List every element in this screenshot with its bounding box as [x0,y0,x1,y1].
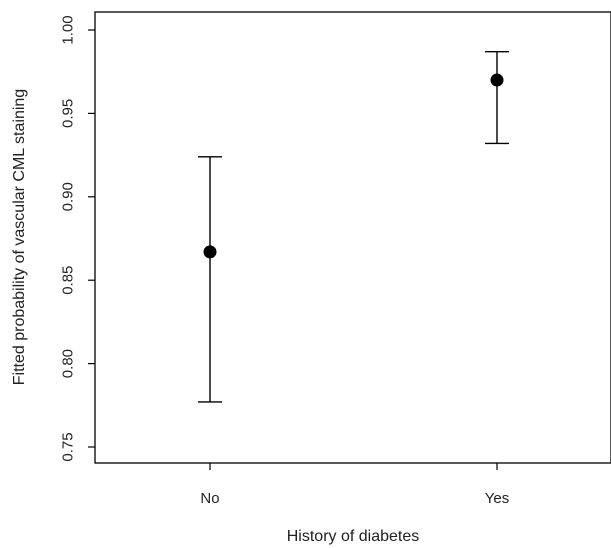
data-marks [198,50,509,403]
x-axis: No Yes [200,463,509,507]
y-tick-label: 1.00 [60,15,77,44]
y-tick-label: 0.90 [60,182,77,211]
plot-frame [94,11,611,464]
error-bar-yes [485,50,509,145]
x-tick-label: No [200,490,219,507]
y-tick-label: 0.85 [60,266,77,295]
data-point-no [203,245,217,259]
x-axis-title: History of diabetes [287,528,420,545]
y-axis-title: Fitted probability of vascular CML stain… [11,89,28,385]
data-point-yes [490,73,504,87]
error-bar-no [198,156,222,403]
x-tick-label: Yes [485,490,509,507]
y-tick-label: 0.95 [60,99,77,128]
y-tick-label: 0.80 [60,349,77,378]
y-axis: 0.75 0.80 0.85 0.90 0.95 1.00 [60,15,95,462]
y-tick-label: 0.75 [60,432,77,461]
